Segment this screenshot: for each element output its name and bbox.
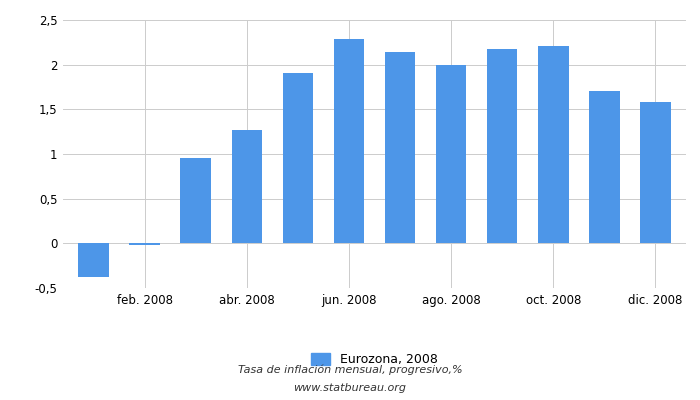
Bar xyxy=(538,46,568,243)
Bar xyxy=(334,39,364,243)
Bar xyxy=(589,90,620,243)
Bar xyxy=(486,50,517,243)
Bar xyxy=(130,243,160,245)
Text: www.statbureau.org: www.statbureau.org xyxy=(293,383,407,393)
Bar xyxy=(385,52,415,243)
Legend: Eurozona, 2008: Eurozona, 2008 xyxy=(312,353,438,366)
Bar xyxy=(283,73,313,243)
Bar xyxy=(78,243,109,277)
Bar xyxy=(232,130,262,243)
Bar xyxy=(436,65,466,243)
Bar xyxy=(640,102,671,243)
Bar xyxy=(181,158,211,243)
Text: Tasa de inflación mensual, progresivo,%: Tasa de inflación mensual, progresivo,% xyxy=(238,365,462,375)
